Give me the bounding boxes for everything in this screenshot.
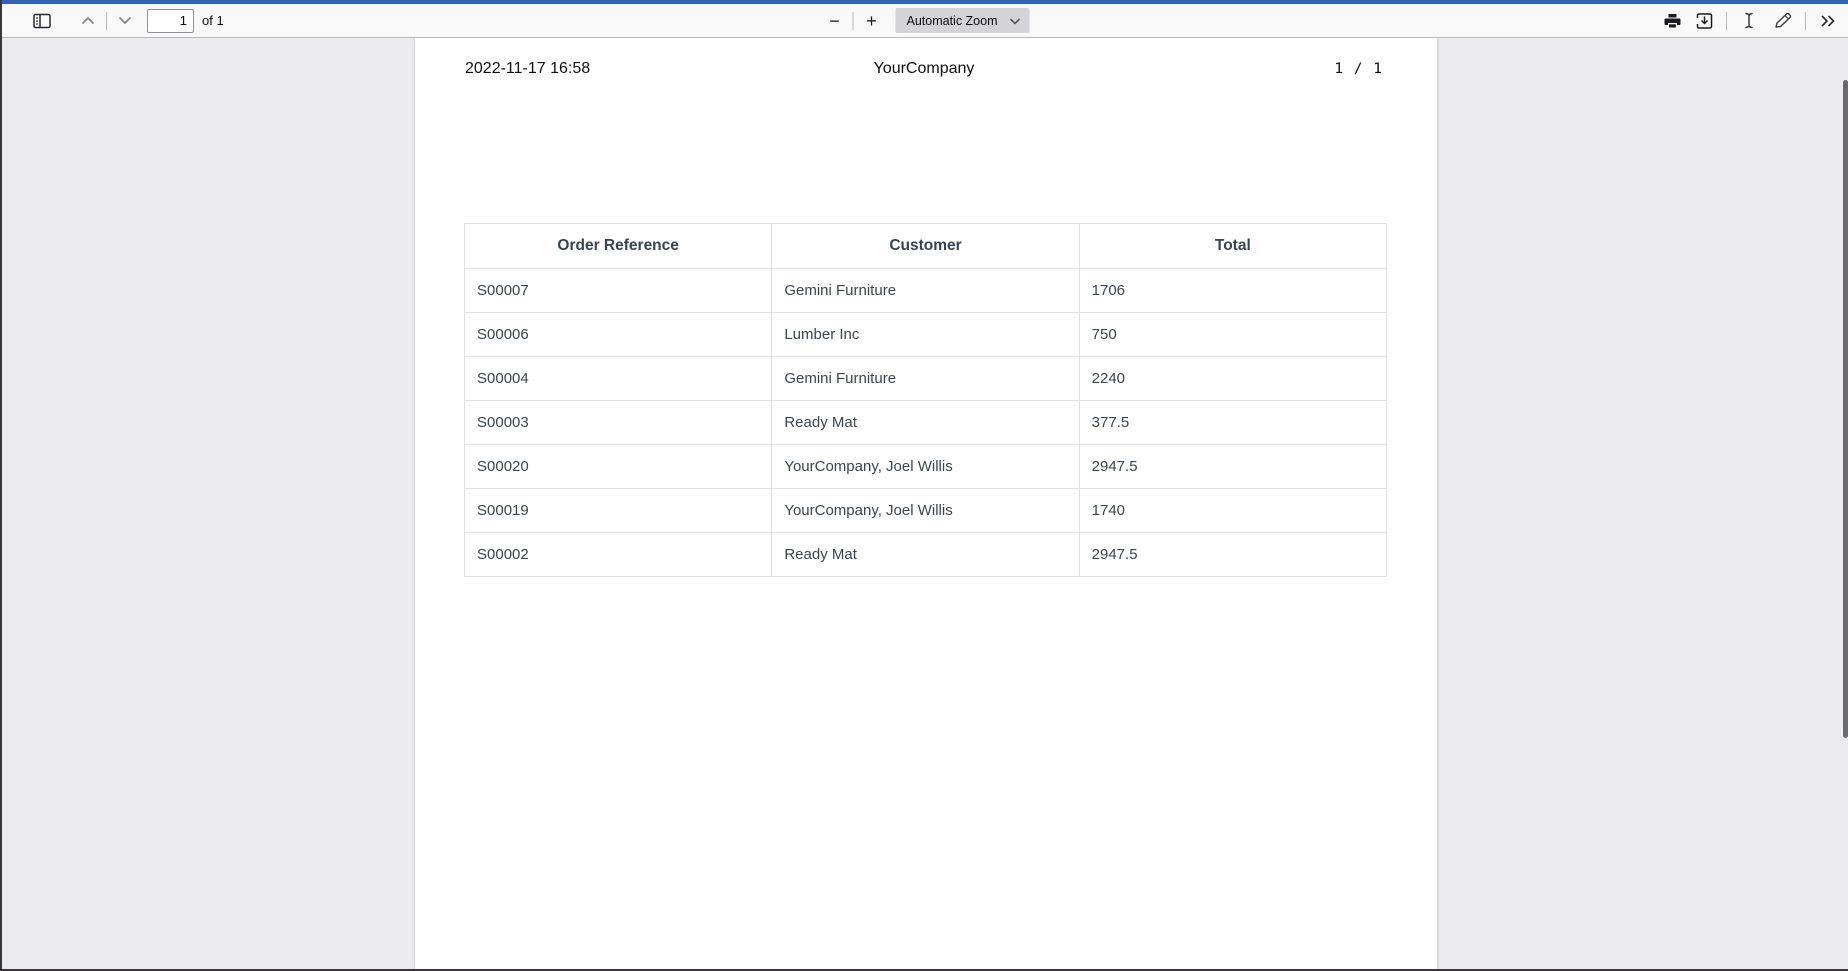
table-cell: 1706: [1078, 268, 1388, 313]
download-icon: [1696, 12, 1713, 29]
document-date: 2022-11-17 16:58: [465, 60, 591, 77]
table-cell: Ready Mat: [771, 532, 1080, 577]
page-count-label: of 1: [202, 13, 224, 28]
document-company-name: YourCompany: [873, 60, 975, 77]
plus-icon: +: [866, 10, 877, 31]
table-cell: S00019: [463, 488, 773, 533]
chevron-up-icon: [81, 16, 95, 25]
toolbar-center-group: − + Automatic Zoom: [821, 4, 1030, 37]
pdf-toolbar: of 1 − + Automatic Zoom: [2, 4, 1848, 38]
zoom-level-select[interactable]: Automatic Zoom: [895, 8, 1030, 33]
pencil-icon: [1774, 12, 1792, 29]
table-cell: Gemini Furniture: [771, 268, 1080, 313]
table-row: S00020 YourCompany, Joel Willis 2947.5: [463, 444, 1388, 489]
table-cell: S00004: [463, 356, 773, 401]
column-header-total: Total: [1078, 223, 1388, 269]
pdf-page: 2022-11-17 16:58 YourCompany 1 / 1 Order…: [415, 38, 1437, 969]
table-cell: S00020: [463, 444, 773, 489]
vertical-scrollbar[interactable]: [1842, 78, 1848, 969]
table-cell: 2240: [1078, 356, 1388, 401]
chevron-down-icon: [118, 16, 132, 25]
orders-table-body: S00007 Gemini Furniture 1706 S00006 Lumber I…: [463, 268, 1388, 577]
table-cell: S00002: [463, 532, 773, 577]
zoom-out-button[interactable]: −: [821, 8, 849, 34]
toolbar-separator: [1805, 11, 1806, 30]
window-accent-line: [2, 0, 1848, 4]
more-tools-button[interactable]: [1814, 8, 1842, 34]
previous-page-button[interactable]: [74, 8, 102, 34]
printer-icon: [1664, 13, 1681, 29]
table-cell: Ready Mat: [771, 400, 1080, 445]
download-button[interactable]: [1690, 8, 1718, 34]
table-row: S00007 Gemini Furniture 1706: [463, 268, 1388, 313]
table-header-row: Order Reference Customer Total: [463, 223, 1388, 269]
table-cell: YourCompany, Joel Willis: [771, 444, 1080, 489]
table-row: S00003 Ready Mat 377.5: [463, 400, 1388, 445]
zoom-level-value: Automatic Zoom: [906, 13, 998, 28]
minus-icon: −: [829, 10, 840, 31]
table-cell: 2947.5: [1078, 444, 1388, 489]
toolbar-left-group: of 1: [2, 4, 224, 37]
table-cell: 750: [1078, 312, 1388, 357]
sidebar-toggle-icon: [33, 13, 51, 29]
draw-tool-button[interactable]: [1769, 8, 1797, 34]
column-header-order-reference: Order Reference: [463, 223, 773, 269]
table-cell: S00006: [463, 312, 773, 357]
document-page-indicator: 1 / 1: [1334, 61, 1383, 77]
column-header-customer: Customer: [771, 223, 1080, 269]
toolbar-right-group: [1658, 4, 1842, 37]
table-row: S00006 Lumber Inc 750: [463, 312, 1388, 357]
text-cursor-icon: [1743, 12, 1755, 29]
page-number-input[interactable]: [147, 8, 194, 33]
toolbar-separator: [106, 11, 107, 30]
toolbar-separator: [1726, 11, 1727, 30]
double-chevron-right-icon: [1820, 14, 1836, 27]
zoom-in-button[interactable]: +: [858, 8, 886, 34]
vertical-scrollbar-thumb[interactable]: [1843, 80, 1848, 738]
text-selection-tool-button[interactable]: [1735, 8, 1763, 34]
toolbar-separator: [852, 11, 854, 30]
table-row: S00004 Gemini Furniture 2240: [463, 356, 1388, 401]
orders-table-header: Order Reference Customer Total: [463, 223, 1388, 269]
table-cell: Lumber Inc: [771, 312, 1080, 357]
table-cell: 1740: [1078, 488, 1388, 533]
table-cell: 377.5: [1078, 400, 1388, 445]
table-cell: YourCompany, Joel Willis: [771, 488, 1080, 533]
table-cell: 2947.5: [1078, 532, 1388, 577]
document-header: 2022-11-17 16:58 YourCompany 1 / 1: [465, 60, 1383, 80]
print-button[interactable]: [1658, 8, 1686, 34]
table-row: S00002 Ready Mat 2947.5: [463, 532, 1388, 577]
table-row: S00019 YourCompany, Joel Willis 1740: [463, 488, 1388, 533]
toggle-sidebar-button[interactable]: [28, 8, 56, 34]
table-cell: Gemini Furniture: [771, 356, 1080, 401]
table-cell: S00003: [463, 400, 773, 445]
next-page-button[interactable]: [111, 8, 139, 34]
table-cell: S00007: [463, 268, 773, 313]
orders-table: Order Reference Customer Total S00007 Gem…: [463, 223, 1388, 577]
pdf-viewer-area: 2022-11-17 16:58 YourCompany 1 / 1 Order…: [2, 38, 1848, 969]
chevron-down-icon: [1009, 12, 1021, 30]
